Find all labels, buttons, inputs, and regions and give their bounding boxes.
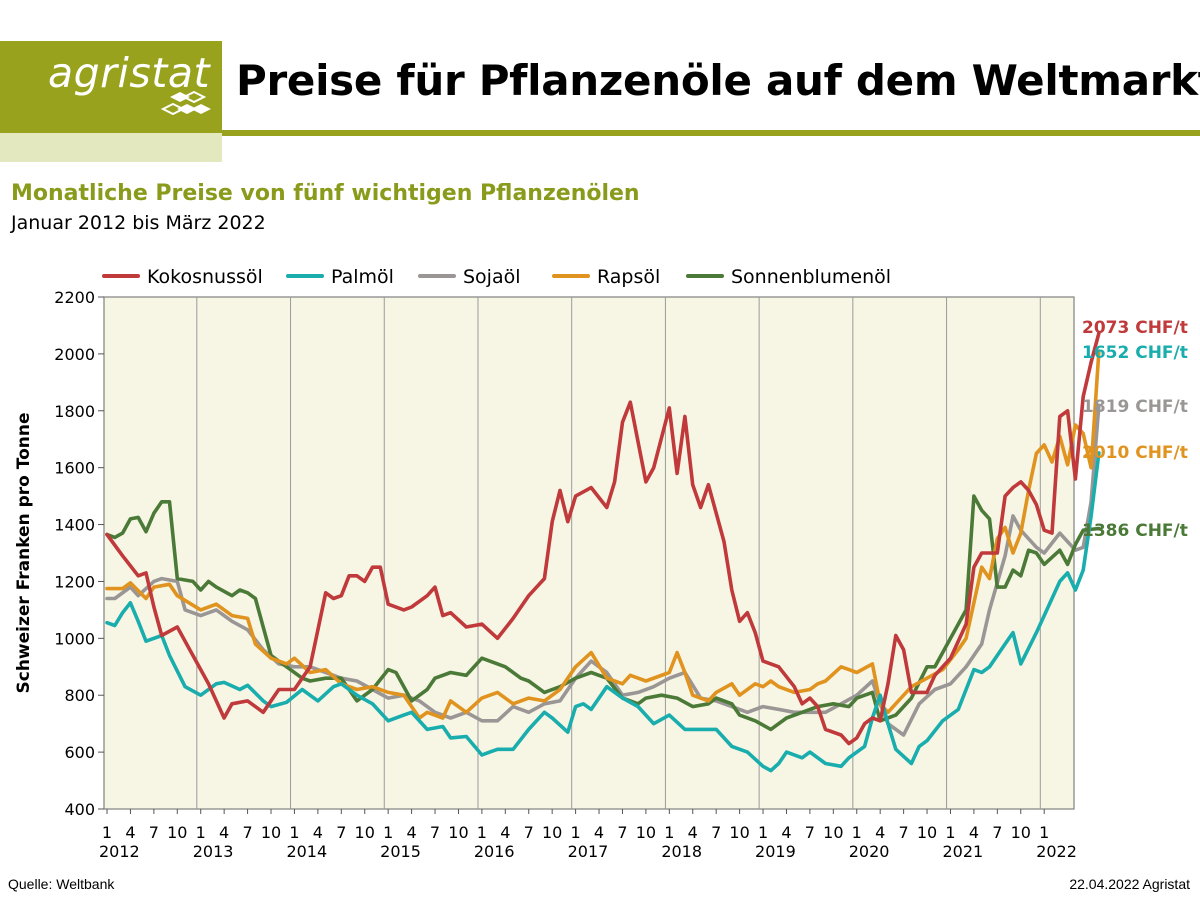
legend-label: Rapsöl [597,266,660,288]
x-year-label: 2017 [568,842,609,861]
end-value-label: 1819 CHF/t [1082,397,1188,417]
x-tick-label: 4 [313,823,323,842]
x-tick-label: 1 [477,823,487,842]
x-tick-label: 7 [242,823,252,842]
x-tick-label: 1 [196,823,206,842]
x-tick-label: 1 [289,823,299,842]
x-tick-label: 7 [430,823,440,842]
x-tick-label: 7 [617,823,627,842]
x-tick-label: 1 [571,823,581,842]
y-tick-label: 1400 [54,516,95,535]
y-tick-label: 1000 [54,629,95,648]
y-tick-label: 2200 [54,288,95,307]
x-tick-label: 1 [664,823,674,842]
end-value-label: 1386 CHF/t [1082,521,1188,541]
x-year-label: 2016 [474,842,515,861]
y-tick-label: 1600 [54,459,95,478]
end-value-label: 1652 CHF/t [1082,343,1188,363]
x-tick-label: 4 [969,823,979,842]
x-tick-label: 10 [917,823,937,842]
x-tick-label: 7 [149,823,159,842]
x-tick-label: 4 [406,823,416,842]
x-tick-label: 7 [336,823,346,842]
x-tick-label: 4 [688,823,698,842]
date-credit: 22.04.2022 Agristat [1069,876,1190,892]
legend-label: Palmöl [331,266,394,288]
page-title: Preise für Pflanzenöle auf dem Weltmarkt [236,56,1200,105]
x-tick-label: 1 [945,823,955,842]
agristat-logo: agristat [0,41,222,133]
x-tick-label: 10 [1011,823,1031,842]
header-rule [222,130,1200,136]
x-year-label: 2015 [380,842,421,861]
x-year-label: 2012 [99,842,140,861]
price-line-chart: 400 600 800 1000 1200 1400 1600 1800 2000 2200 Sch… [14,266,1188,861]
x-tick-label: 4 [125,823,135,842]
source-note: Quelle: Weltbank [8,876,115,892]
x-year-label: 2020 [849,842,890,861]
x-tick-label: 7 [805,823,815,842]
x-tick-label: 1 [102,823,112,842]
x-tick-label: 10 [729,823,749,842]
x-tick-label: 10 [448,823,468,842]
x-year-label: 2022 [1036,842,1077,861]
series-line [105,451,1101,773]
series-line [105,494,1101,732]
x-tick-label: 7 [992,823,1002,842]
y-tick-label: 800 [64,686,95,705]
x-tick-label: 10 [167,823,187,842]
y-axis-label: Schweizer Franken pro Tonne [14,413,34,694]
end-value-label: 2010 CHF/t [1082,443,1188,463]
end-value-label: 2073 CHF/t [1082,318,1188,338]
x-tick-label: 4 [219,823,229,842]
x-year-label: 2019 [755,842,796,861]
x-tick-label: 4 [875,823,885,842]
x-tick-label: 7 [899,823,909,842]
y-tick-label: 600 [64,743,95,762]
x-tick-label: 1 [852,823,862,842]
x-tick-label: 10 [542,823,562,842]
plot-area [103,296,1075,810]
legend-label: Kokosnussöl [147,266,263,288]
y-tick-label: 1200 [54,572,95,591]
x-tick-label: 7 [711,823,721,842]
y-tick-label: 1800 [54,402,95,421]
x-year-label: 2021 [942,842,983,861]
logo-diamond-icon [160,91,211,116]
chart-subtitle: Monatliche Preise von fünf wichtigen Pfl… [11,181,640,206]
chart-period: Januar 2012 bis März 2022 [11,212,266,234]
x-tick-label: 10 [355,823,375,842]
series-line [105,349,1101,720]
x-tick-label: 1 [383,823,393,842]
x-year-label: 2013 [193,842,234,861]
x-tick-label: 1 [758,823,768,842]
x-tick-label: 10 [823,823,843,842]
x-tick-label: 7 [524,823,534,842]
x-tick-label: 10 [261,823,281,842]
x-tick-label: 4 [500,823,510,842]
series-line [105,331,1101,746]
x-tick-label: 1 [1039,823,1049,842]
x-year-label: 2018 [661,842,702,861]
logo-wordmark: agristat [48,49,211,97]
x-tick-label: 4 [594,823,604,842]
legend-label: Sonnenblumenöl [731,266,891,288]
x-tick-label: 10 [636,823,656,842]
x-tick-label: 4 [781,823,791,842]
y-tick-label: 2000 [54,345,95,364]
logo-underlay [0,133,222,162]
x-year-label: 2014 [286,842,327,861]
legend-label: Sojaöl [463,266,521,288]
y-tick-label: 400 [64,800,95,819]
